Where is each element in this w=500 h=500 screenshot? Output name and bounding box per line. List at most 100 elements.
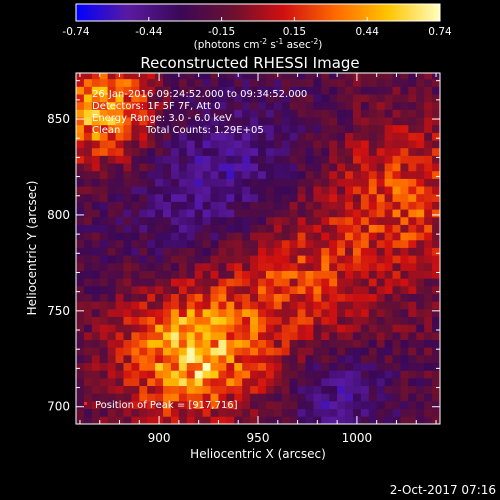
heatmap-cell (76, 132, 85, 141)
heatmap-cell (352, 147, 362, 156)
heatmap-cell (265, 278, 275, 287)
heatmap-cell (297, 155, 306, 164)
heatmap-cell (321, 255, 330, 264)
heatmap-cell (210, 408, 219, 417)
heatmap-cell (352, 216, 362, 225)
heatmap-cell (400, 308, 409, 317)
heatmap-cell (91, 193, 101, 202)
heatmap-cell (432, 324, 441, 333)
heatmap-cell (337, 393, 346, 402)
heatmap-cell (297, 308, 306, 317)
heatmap-cell (376, 324, 386, 333)
heatmap-cell (321, 94, 330, 103)
heatmap-cell (234, 78, 243, 87)
heatmap-cell (384, 94, 393, 103)
heatmap-cell (163, 316, 172, 325)
heatmap-cell (360, 124, 370, 133)
heatmap-cell (329, 255, 338, 264)
heatmap-cell (123, 347, 132, 356)
heatmap-cell (424, 147, 433, 156)
heatmap-cell (155, 224, 164, 233)
heatmap-cell (91, 124, 101, 133)
heatmap-cell (281, 270, 291, 279)
heatmap-cell (416, 186, 425, 195)
heatmap-cell (218, 86, 227, 95)
heatmap-cell (337, 308, 346, 317)
heatmap-cell (107, 109, 116, 118)
heatmap-cell (337, 270, 346, 279)
heatmap-cell (139, 416, 148, 425)
heatmap-cell (147, 362, 156, 371)
heatmap-cell (432, 186, 441, 195)
heatmap-cell (76, 308, 85, 317)
heatmap-cell (242, 408, 251, 417)
heatmap-cell (115, 339, 124, 348)
heatmap-cell (281, 278, 291, 287)
heatmap-cell (107, 393, 116, 402)
heatmap-cell (337, 163, 346, 172)
heatmap-cell (218, 109, 227, 118)
heatmap-cell (360, 117, 370, 126)
heatmap-cell (107, 94, 116, 103)
heatmap-cell (416, 354, 425, 364)
heatmap-cell (337, 416, 346, 425)
heatmap-cell (210, 301, 219, 310)
heatmap-cell (265, 178, 275, 187)
heatmap-cell (91, 170, 101, 179)
heatmap-cell (186, 293, 196, 302)
heatmap-cell (202, 331, 211, 340)
heatmap-cell (226, 178, 235, 187)
heatmap-cell (392, 117, 401, 126)
heatmap-cell (337, 170, 346, 179)
heatmap-cell (99, 362, 109, 371)
heatmap-cell (202, 408, 211, 417)
heatmap-cell (345, 354, 354, 364)
heatmap-cell (273, 255, 283, 264)
heatmap-cell (91, 155, 101, 164)
heatmap-cell (178, 262, 188, 271)
heatmap-cell (91, 316, 101, 325)
heatmap-cell (210, 293, 219, 302)
heatmap-cell (345, 262, 354, 271)
heatmap-cell (242, 270, 251, 279)
heatmap-cell (321, 278, 330, 287)
heatmap-cell (392, 354, 401, 364)
heatmap-cell (273, 339, 283, 348)
heatmap-cell (250, 239, 259, 248)
heatmap-cell (123, 262, 132, 271)
heatmap-cell (250, 339, 259, 348)
heatmap-cell (368, 247, 378, 256)
heatmap-cell (250, 293, 259, 302)
heatmap-cell (147, 140, 156, 149)
heatmap-cell (170, 262, 180, 271)
heatmap-cell (115, 201, 124, 210)
heatmap-cell (147, 86, 156, 95)
heatmap-cell (210, 270, 219, 279)
heatmap-cell (226, 308, 235, 317)
heatmap-cell (178, 339, 188, 348)
heatmap-cell (408, 209, 417, 218)
heatmap-cell (424, 316, 433, 325)
heatmap-cell (210, 416, 219, 425)
heatmap-cell (297, 101, 306, 110)
heatmap-cell (83, 416, 93, 425)
heatmap-cell (329, 400, 338, 410)
heatmap-cell (321, 101, 330, 110)
heatmap-cell (76, 209, 85, 218)
heatmap-cell (329, 377, 338, 387)
heatmap-cell (202, 324, 211, 333)
heatmap-cell (99, 140, 109, 149)
heatmap-cell (392, 324, 401, 333)
heatmap-cell (131, 354, 140, 364)
heatmap-cell (360, 224, 370, 233)
heatmap-cell (242, 285, 251, 294)
heatmap-cell (384, 385, 393, 394)
heatmap-cell (337, 324, 346, 333)
heatmap-cell (250, 247, 259, 256)
heatmap-cell (131, 370, 140, 379)
heatmap-cell (194, 385, 204, 394)
heatmap-cell (202, 117, 211, 126)
heatmap-cell (250, 331, 259, 340)
heatmap-cell (147, 416, 156, 425)
heatmap-cell (250, 201, 259, 210)
